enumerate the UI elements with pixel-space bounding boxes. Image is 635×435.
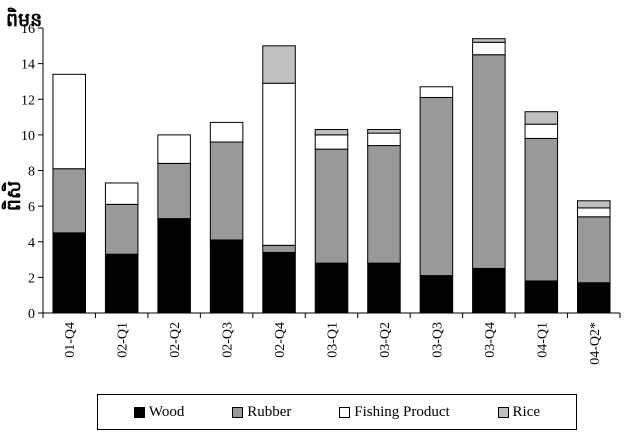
- y-tick-label: 8: [28, 165, 35, 180]
- y-tick-label: 0: [28, 307, 35, 322]
- bar-segment-rubber: [52, 168, 86, 234]
- bar-segment-wood: [314, 262, 349, 314]
- bar-segment-rubber: [157, 162, 191, 220]
- bar-segment-fishing-product: [577, 207, 611, 218]
- bar-segment-fishing-product: [104, 182, 139, 205]
- bar-segment-rubber: [524, 137, 559, 282]
- chart-title: ពិមន: [6, 7, 42, 31]
- y-tick-label: 10: [21, 129, 35, 144]
- bar-segment-fishing-product: [262, 82, 296, 246]
- bar-segment-fishing-product: [314, 134, 349, 150]
- y-axis-label: ពិសិ: [1, 181, 25, 211]
- x-tick-label: 03-Q4: [483, 322, 498, 358]
- bar-segment-fishing-product: [524, 123, 559, 139]
- legend-label: Rubber: [247, 403, 292, 420]
- y-tick-label: 2: [28, 271, 35, 286]
- legend-swatch: [339, 406, 351, 418]
- legend: Wood Rubber Fishing Product Rice: [97, 394, 577, 430]
- x-tick-label: 03-Q2: [378, 322, 393, 358]
- bar-segment-rubber: [419, 96, 454, 277]
- legend-item: Rice: [497, 403, 541, 421]
- bar-segment-wood: [104, 253, 139, 314]
- bar-segment-rubber: [262, 244, 296, 253]
- x-tick-label: 01-Q4: [63, 322, 78, 358]
- bar-segment-wood: [157, 218, 191, 314]
- bar-segment-rubber: [577, 216, 611, 284]
- bar-segment-rice: [524, 111, 559, 125]
- bar-segment-fishing-product: [419, 86, 454, 98]
- bar-segment-rubber: [367, 145, 401, 264]
- legend-label: Wood: [148, 403, 185, 420]
- bar-segment-wood: [524, 280, 559, 314]
- x-tick-label: 03-Q1: [326, 322, 341, 358]
- legend-item: Rubber: [232, 404, 291, 421]
- bar-segment-fishing-product: [472, 41, 506, 56]
- bar-segment-wood: [367, 262, 401, 314]
- bar-segment-fishing-product: [157, 134, 191, 164]
- x-tick-label: 02-Q4: [273, 322, 288, 358]
- x-tick-label: 04-Q1: [535, 322, 550, 358]
- bar-segment-rice: [314, 129, 349, 136]
- y-tick-label: 4: [28, 236, 35, 251]
- bar-segment-rubber: [104, 203, 139, 255]
- x-tick-label: 02-Q3: [221, 322, 236, 358]
- bar-segment-fishing-product: [367, 132, 401, 147]
- bar-segment-wood: [472, 267, 506, 314]
- bar-segment-rubber: [472, 54, 506, 269]
- bar-segment-wood: [209, 239, 244, 314]
- x-tick-label: 02-Q2: [168, 322, 183, 358]
- bars-layer: [52, 38, 611, 314]
- legend-item: Wood: [133, 403, 185, 421]
- x-tick-label: 02-Q1: [116, 322, 131, 358]
- bar-segment-rice: [472, 38, 506, 43]
- x-tick-label: 03-Q3: [430, 322, 445, 358]
- bar-segment-wood: [262, 251, 296, 314]
- bar-segment-rubber: [209, 141, 244, 241]
- bar-segment-rice: [577, 200, 611, 209]
- bar-segment-wood: [52, 232, 86, 314]
- legend-label: Fishing Product: [354, 403, 450, 420]
- bar-segment-rice: [367, 129, 401, 134]
- x-ticks-layer: 01-Q4 02-Q1 02-Q2 02-Q3 02-Q4 03-Q1 03-Q2 03-Q3…: [42, 313, 621, 365]
- bar-segment-wood: [419, 275, 454, 314]
- bar-segment-fishing-product: [209, 121, 244, 143]
- y-tick-label: 14: [21, 58, 35, 73]
- legend-label: Rice: [512, 403, 541, 420]
- x-tick-label: 04-Q2*: [588, 322, 603, 365]
- y-ticks-layer: 0 2 4 6 8 10 12 14 16: [21, 22, 43, 322]
- legend-swatch: [232, 406, 244, 418]
- bar-segment-fishing-product: [52, 73, 86, 170]
- legend-swatch: [497, 406, 509, 418]
- legend-swatch: [133, 406, 145, 418]
- bar-segment-wood: [577, 282, 611, 314]
- legend-item: Fishing Product: [339, 403, 450, 421]
- bar-segment-rice: [262, 45, 296, 84]
- bar-segment-rubber: [314, 148, 349, 264]
- y-tick-label: 16: [21, 22, 35, 37]
- y-tick-label: 6: [28, 200, 35, 215]
- y-tick-label: 12: [21, 93, 35, 108]
